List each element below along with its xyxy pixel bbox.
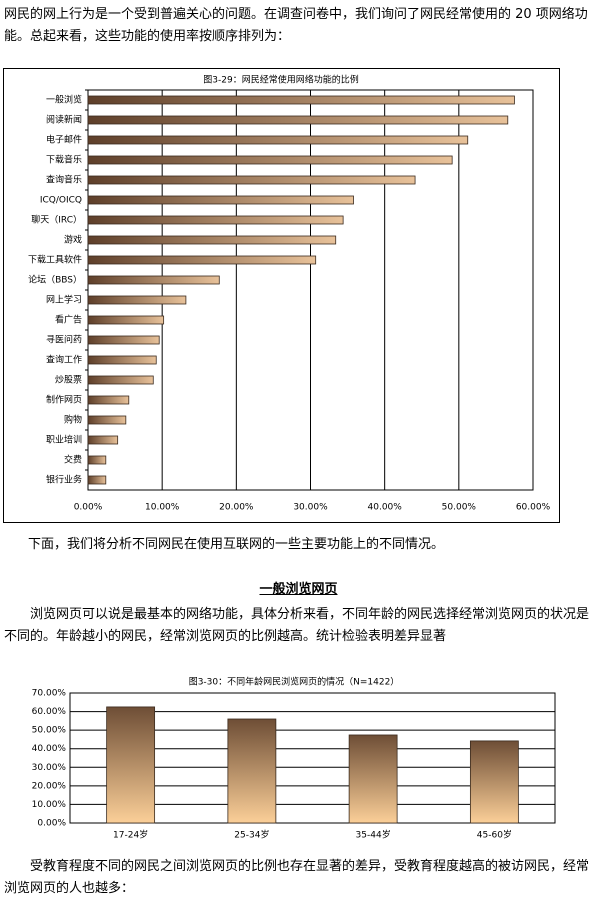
chart-title: 图3-30：不同年龄网民浏览网页的情况（N=1422） [189,676,400,688]
bar [348,734,398,824]
bar [87,355,157,365]
y-tick-label: 50.00% [32,726,67,736]
y-tick-label: 一般浏览 [46,94,82,106]
bar [106,706,156,824]
bar [87,375,154,385]
x-tick-label: 25-34岁 [234,829,269,841]
bar [87,275,220,285]
x-tick-label: 20.00% [219,503,254,513]
y-tick-label: 0.00% [37,819,66,829]
y-tick-label: 40.00% [32,744,67,754]
bar [469,740,519,824]
y-tick-label: 论坛（BBS） [28,274,82,286]
x-tick-label: 40.00% [368,503,403,513]
x-tick-label: 50.00% [442,503,477,513]
x-tick-label: 60.00% [516,503,551,513]
x-tick-label: 35-44岁 [356,829,391,841]
bar [87,95,515,105]
y-tick-label: 看广告 [55,314,82,326]
y-tick-label: 寻医问药 [46,334,82,346]
y-tick-label: 银行业务 [46,474,82,486]
y-tick-label: 查询工作 [46,354,82,366]
y-tick-label: 电子邮件 [46,134,82,146]
x-tick-label: 17-24岁 [113,829,148,841]
x-tick-label: 45-60岁 [477,829,512,841]
bar [87,475,107,485]
y-tick-label: 游戏 [64,234,82,246]
paragraph: 网民的网上行为是一个受到普遍关心的问题。在调查问卷中，我们询问了网民经常使用的 … [4,7,588,44]
heading: 一般浏览网页 [259,582,338,597]
y-tick-label: 制作网页 [46,394,82,406]
x-tick-label: 10.00% [145,503,180,513]
paragraph: 浏览网页可以说是最基本的网络功能，具体分析来看，不同年龄的网民选择经常浏览网页的… [4,607,590,644]
bar [227,718,277,824]
x-tick-label: 0.00% [74,503,103,513]
bar [87,315,165,325]
bar [87,235,337,245]
bar [87,295,187,305]
y-tick-label: 职业培训 [46,434,82,446]
y-tick-label: 炒股票 [55,375,82,386]
y-tick-label: 购物 [64,414,82,426]
y-tick-label: 70.00% [32,689,67,699]
y-tick-label: 60.00% [32,707,67,717]
y-tick-label: ICQ/OICQ [40,196,82,206]
paragraph: 下面，我们将分析不同网民在使用互联网的一些主要功能上的不同情况。 [28,537,445,552]
y-tick-label: 下载音乐 [46,154,82,166]
y-tick-label: 20.00% [32,781,67,791]
bar [87,135,469,145]
paragraph: 受教育程度不同的网民之间浏览网页的比例也存在显著的差异，受教育程度越高的被访网民… [4,859,590,896]
y-tick-label: 网上学习 [46,294,82,306]
bar [87,195,354,205]
chart: 图3-29：网民经常使用网络功能的比例 0.00% 10.00% 20.00% 30.… [3,68,560,523]
y-tick-label: 下载工具软件 [28,254,82,266]
y-tick-label: 交费 [64,454,82,466]
y-tick-label: 阅读新闻 [46,114,82,126]
bar [87,455,107,465]
bar [87,395,130,405]
x-tick-label: 30.00% [293,503,328,513]
bar [87,435,119,445]
bar [87,255,317,265]
bar [87,115,509,125]
y-tick-label: 查询音乐 [46,174,82,186]
y-tick-label: 10.00% [32,800,67,810]
y-tick-label: 聊天（IRC） [31,214,82,226]
bar [87,335,160,345]
y-tick-label: 30.00% [32,763,67,773]
chart: 图3-30：不同年龄网民浏览网页的情况（N=1422） 0.00% 10.00% 2… [32,676,556,841]
bar [87,415,127,425]
bar [87,215,344,225]
chart-title: 图3-29：网民经常使用网络功能的比例 [203,74,358,86]
bar [87,175,416,185]
bar [87,155,453,165]
